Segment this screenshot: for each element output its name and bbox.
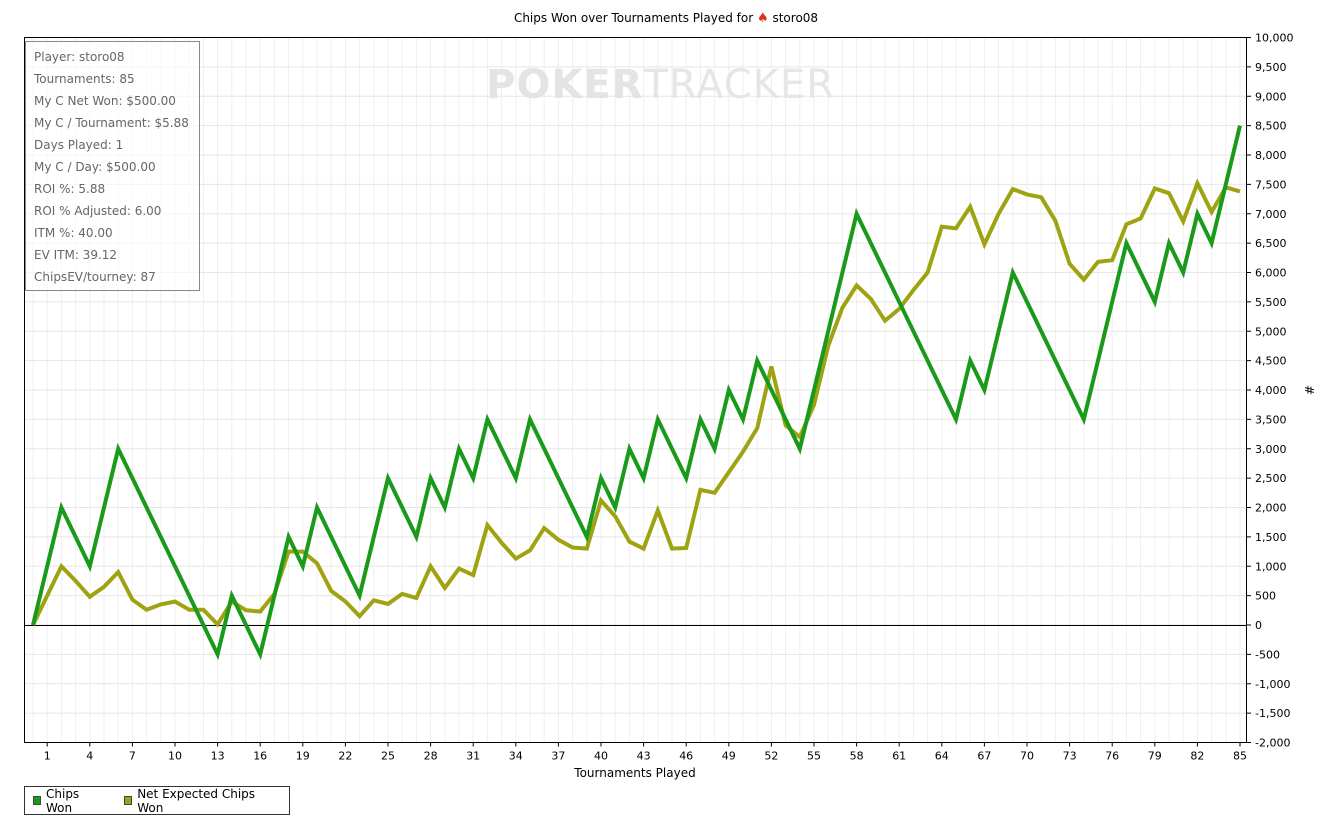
legend-item-net-expected[interactable]: Net Expected Chips Won xyxy=(124,787,265,815)
stat-roi-adjusted: ROI % Adjusted: 6.00 xyxy=(34,204,162,218)
legend-swatch-chips-won xyxy=(33,796,41,805)
x-tick-label: 25 xyxy=(381,750,395,763)
chart-title: Chips Won over Tournaments Played for ♠ … xyxy=(514,11,818,26)
y-tick-label: 1,000 xyxy=(1255,560,1287,573)
y-tick-label: 2,500 xyxy=(1255,472,1287,485)
x-tick-label: 70 xyxy=(1020,750,1034,763)
pokertracker-watermark-logo: POKERTRACKER xyxy=(486,62,835,108)
stat-itm: ITM %: 40.00 xyxy=(34,226,113,240)
y-axis-title: # xyxy=(1302,385,1316,395)
x-axis-ticks: 1 4 7 10 13 16 19 22 25 28 31 34 37 40 43 46 49 52 55 58 61 6… xyxy=(44,742,1247,763)
y-tick-label: 8,500 xyxy=(1255,120,1287,133)
x-tick-label: 31 xyxy=(466,750,480,763)
legend-item-chips-won[interactable]: Chips Won xyxy=(33,787,100,815)
y-tick-label: 3,000 xyxy=(1255,443,1287,456)
stat-chipsev: ChipsEV/tourney: 87 xyxy=(34,270,156,284)
x-tick-label: 67 xyxy=(977,750,991,763)
y-tick-label: 4,500 xyxy=(1255,355,1287,368)
y-tick-label: 5,500 xyxy=(1255,296,1287,309)
x-tick-label: 43 xyxy=(637,750,651,763)
x-tick-label: 7 xyxy=(129,750,136,763)
x-tick-label: 58 xyxy=(850,750,864,763)
y-tick-label: 8,000 xyxy=(1255,149,1287,162)
y-tick-label: -500 xyxy=(1255,648,1280,661)
stat-ev-itm: EV ITM: 39.12 xyxy=(34,248,118,262)
x-tick-label: 61 xyxy=(892,750,906,763)
y-tick-label: 1,500 xyxy=(1255,531,1287,544)
x-tick-label: 10 xyxy=(168,750,182,763)
y-tick-label: -1,500 xyxy=(1255,707,1290,720)
spade-icon: ♠ xyxy=(757,11,769,26)
y-tick-label: 6,500 xyxy=(1255,237,1287,250)
x-tick-label: 4 xyxy=(86,750,93,763)
x-tick-label: 76 xyxy=(1105,750,1119,763)
y-tick-label: 9,000 xyxy=(1255,90,1287,103)
x-tick-label: 22 xyxy=(338,750,352,763)
x-tick-label: 28 xyxy=(424,750,438,763)
stat-tournaments: Tournaments: 85 xyxy=(34,72,135,86)
y-tick-label: 9,500 xyxy=(1255,61,1287,74)
stat-per-day: My C / Day: $500.00 xyxy=(34,160,156,174)
watermark-light: TRACKER xyxy=(643,62,835,108)
x-tick-label: 46 xyxy=(679,750,693,763)
stat-roi: ROI %: 5.88 xyxy=(34,182,106,196)
x-tick-label: 16 xyxy=(253,750,267,763)
y-tick-label: 5,000 xyxy=(1255,325,1287,338)
y-tick-label: 6,000 xyxy=(1255,267,1287,280)
series-layer xyxy=(31,125,1242,661)
y-tick-label: -1,000 xyxy=(1255,678,1290,691)
stat-player: Player: storo08 xyxy=(34,50,125,64)
y-tick-label: -2,000 xyxy=(1255,737,1290,750)
y-tick-label: 10,000 xyxy=(1255,32,1294,45)
legend-label: Chips Won xyxy=(46,786,80,815)
stat-net-won: My C Net Won: $500.00 xyxy=(34,94,176,108)
y-tick-label: 2,000 xyxy=(1255,502,1287,515)
watermark-strong: POKER xyxy=(486,62,644,108)
x-tick-label: 79 xyxy=(1148,750,1162,763)
chart-legend: Chips Won Net Expected Chips Won xyxy=(24,786,290,815)
stat-per-tournament: My C / Tournament: $5.88 xyxy=(34,116,189,130)
y-tick-label: 3,500 xyxy=(1255,413,1287,426)
x-tick-label: 64 xyxy=(935,750,949,763)
x-tick-label: 13 xyxy=(211,750,225,763)
y-tick-label: 7,000 xyxy=(1255,208,1287,221)
y-tick-label: 4,000 xyxy=(1255,384,1287,397)
x-tick-label: 37 xyxy=(551,750,565,763)
x-tick-label: 40 xyxy=(594,750,608,763)
series-line-net-expected xyxy=(31,178,1241,628)
x-tick-label: 49 xyxy=(722,750,736,763)
stats-panel: Player: storo08 Tournaments: 85 My C Net… xyxy=(25,41,200,291)
chart-title-text: Chips Won over Tournaments Played for xyxy=(514,11,753,25)
series-line-chips-won xyxy=(31,125,1242,661)
x-tick-label: 34 xyxy=(509,750,523,763)
legend-label: Net Expected Chips Won xyxy=(137,786,256,815)
x-tick-label: 52 xyxy=(764,750,778,763)
y-tick-label: 7,500 xyxy=(1255,178,1287,191)
chart-title-player: storo08 xyxy=(772,11,818,25)
y-tick-label: 0 xyxy=(1255,619,1262,632)
x-tick-label: 82 xyxy=(1190,750,1204,763)
stat-days-played: Days Played: 1 xyxy=(34,138,124,152)
y-tick-label: 500 xyxy=(1255,590,1276,603)
x-tick-label: 1 xyxy=(44,750,51,763)
x-tick-label: 73 xyxy=(1063,750,1077,763)
y-axis-ticks: -2,000 -1,500 -1,000 -500 0 500 1,000 1,500 2,00… xyxy=(1246,32,1294,750)
x-tick-label: 85 xyxy=(1233,750,1247,763)
legend-swatch-net-expected xyxy=(124,796,133,805)
x-tick-label: 55 xyxy=(807,750,821,763)
x-axis-title: Tournaments Played xyxy=(573,766,695,780)
x-tick-label: 19 xyxy=(296,750,310,763)
